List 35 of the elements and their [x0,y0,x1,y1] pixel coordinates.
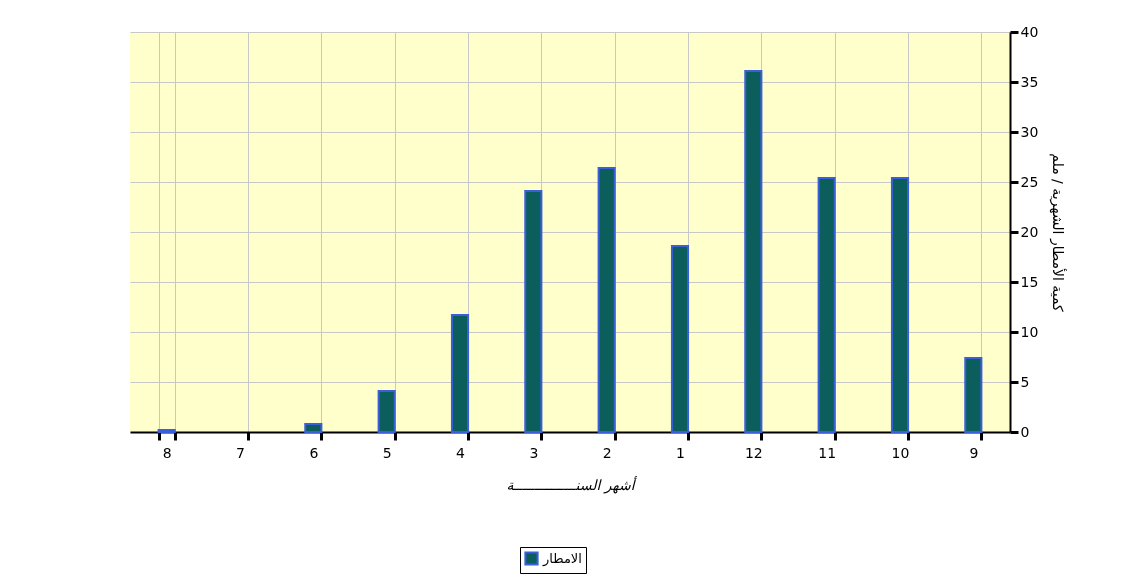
bar [157,429,176,433]
x-tick-label: 7 [236,444,245,461]
y-axis-title: كمية الأمطار الشهرية / ملم [1049,153,1068,313]
y-tick-label: 40 [1020,23,1039,40]
y-tick-label: 10 [1020,323,1039,340]
bar [744,70,763,433]
bar [377,390,396,433]
bar [597,167,616,433]
y-tick-label: 25 [1020,173,1039,190]
legend-label: الامطار [542,550,582,567]
x-tick-label: 8 [162,444,172,461]
x-tick-label: 2 [602,444,612,461]
bar [890,177,910,433]
x-tick-label: 5 [382,444,392,461]
x-tick-label: 3 [529,444,539,461]
x-tick-label: 9 [969,444,979,461]
bar [304,423,323,433]
x-tick-label: 10 [891,444,910,461]
bar [670,245,690,433]
bar [524,190,543,433]
x-tick-label: 6 [309,444,319,461]
x-tick-label: 1 [676,444,685,461]
bar [817,177,836,433]
y-tick-label: 15 [1020,273,1039,290]
y-tick-label: 35 [1020,73,1039,90]
y-tick-label: 0 [1020,423,1030,440]
x-axis-title: أشهر السنـــــــــــــــة [506,475,638,494]
x-tick-label: 4 [456,444,466,461]
bar [964,357,983,433]
y-tick-label: 30 [1020,123,1039,140]
y-tick-label: 20 [1020,223,1039,240]
x-tick-label: 12 [744,444,763,461]
bar [450,314,470,433]
y-tick-label: 5 [1020,373,1030,390]
x-tick-label: 11 [818,444,837,461]
